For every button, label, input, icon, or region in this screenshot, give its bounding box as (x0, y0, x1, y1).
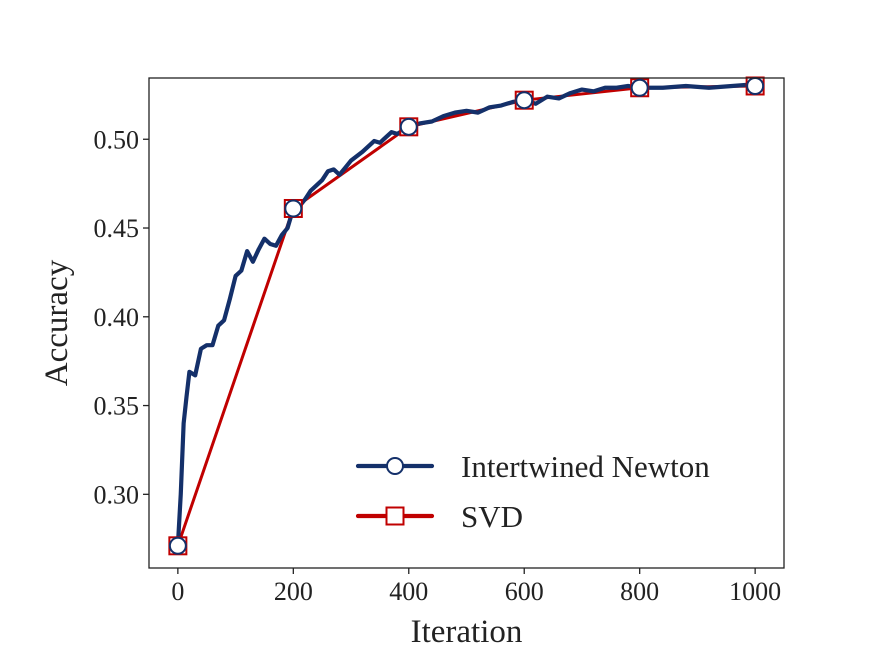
y-axis: 0.30 0.35 0.40 0.45 0.50 (94, 125, 149, 509)
legend: Intertwined Newton SVD (355, 449, 710, 534)
intertwined-newton-marker (630, 78, 649, 97)
x-tick-label: 200 (274, 577, 313, 606)
intertwined-newton-marker (168, 536, 187, 555)
intertwined-newton-marker (399, 117, 418, 136)
x-tick-label: 0 (171, 577, 184, 606)
y-tick-label: 0.50 (94, 125, 140, 154)
x-axis-title: Iteration (411, 614, 523, 650)
x-tick-label: 600 (505, 577, 544, 606)
y-axis-title: Accuracy (39, 259, 75, 386)
series-line-intertwined-newton (175, 82, 758, 548)
plot-frame (148, 77, 785, 569)
legend-entry-intertwined-newton: Intertwined Newton (355, 449, 710, 484)
x-axis: 0 200 400 600 800 1000 (171, 568, 781, 606)
legend-square-marker (385, 506, 405, 526)
legend-entry-svd: SVD (355, 499, 523, 534)
y-tick-label: 0.40 (94, 303, 140, 332)
y-tick-label: 0.45 (94, 214, 140, 243)
legend-label: SVD (461, 499, 523, 534)
x-tick-label: 1000 (729, 577, 781, 606)
intertwined-newton-marker (284, 199, 303, 218)
legend-label: Intertwined Newton (461, 449, 710, 484)
legend-circle-marker (386, 457, 404, 475)
y-tick-label: 0.30 (94, 480, 140, 509)
intertwined-newton-marker (515, 91, 534, 110)
intertwined-newton-marker (746, 76, 765, 95)
x-tick-label: 400 (389, 577, 428, 606)
x-tick-label: 800 (620, 577, 659, 606)
plot-area (168, 76, 765, 556)
y-tick-label: 0.35 (94, 392, 140, 421)
